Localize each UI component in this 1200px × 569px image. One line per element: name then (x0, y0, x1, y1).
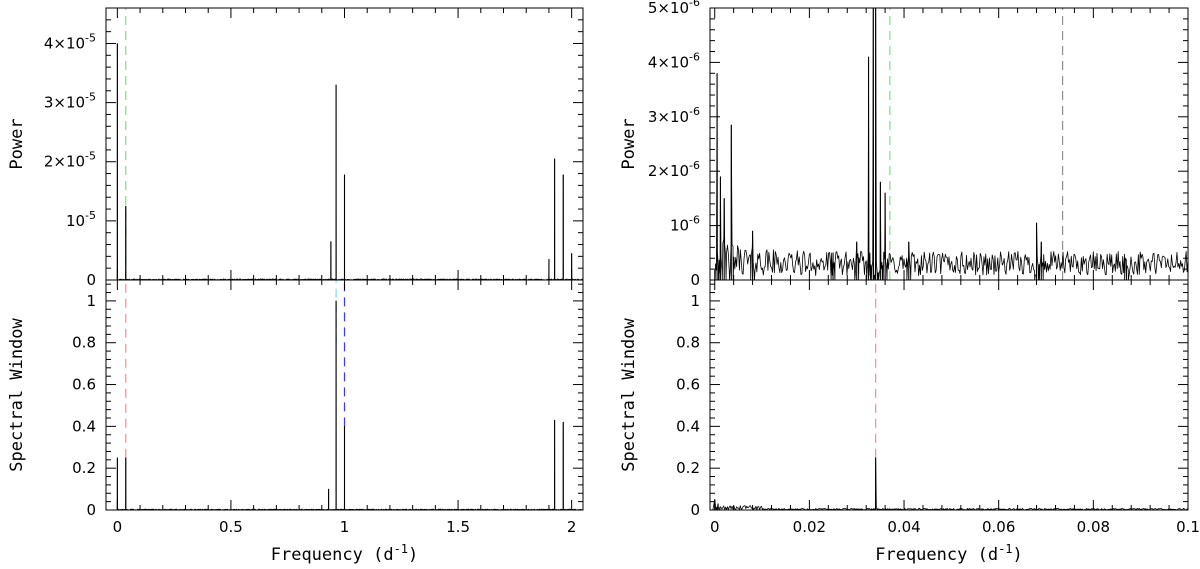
left-top-ytick-label-0: 0 (86, 271, 96, 289)
right-top-frame (709, 7, 1189, 281)
left-bottom-ytick-label: 0.8 (72, 334, 96, 352)
right-bottom-ytick-label: 0 (690, 501, 700, 519)
right-xtick-label: 0 (710, 518, 720, 536)
left-top-spectrum (116, 43, 584, 281)
left-bottom-ytick-label: 0.6 (72, 376, 96, 394)
right-bottom-ytick-label: 1 (690, 292, 700, 310)
right-top-ytick-label-0: 0 (690, 271, 700, 289)
right-top-spectrum (714, 7, 1189, 281)
left-bottom-ytick-label: 0 (86, 501, 96, 519)
right-xlabel: Frequency (d-1) (875, 542, 1023, 565)
left-top-ytick-label: 2×10-5 (44, 150, 96, 171)
right-top-panel: 0 10-6 2×10-6 3×10-6 4×10-6 5×10-6 Power (619, 0, 1189, 289)
right-xtick-label: 0.04 (887, 518, 920, 536)
right-xtick-label: 0.08 (1077, 518, 1110, 536)
left-bottom-panel: 0 0.2 0.4 0.6 0.8 1 Spectral Window (7, 279, 584, 519)
left-bottom-ytick-label: 1 (86, 292, 96, 310)
left-top-panel: 0 10-5 2×10-5 3×10-5 4×10-5 Power (7, 7, 584, 289)
left-xtick-label: 2 (567, 518, 577, 536)
right-xtick-label: 0.1 (1176, 518, 1200, 536)
left-xtick-label: 0.5 (219, 518, 243, 536)
right-top-ytick-label: 2×10-6 (648, 159, 700, 180)
right-bottom-spectrum (712, 457, 1188, 511)
left-xtick-label: 1 (340, 518, 350, 536)
left-bottom-ytick-label: 0.2 (72, 459, 96, 477)
right-xtick-label: 0.06 (982, 518, 1015, 536)
right-bottom-ytick-label: 0.2 (676, 459, 700, 477)
right-xtick-label: 0.02 (793, 518, 826, 536)
right-bottom-ylabel: Spectral Window (619, 317, 639, 471)
left-xtick-label: 0 (113, 518, 123, 536)
left-top-ylabel: Power (7, 118, 27, 169)
left-xtick-label: 1.5 (446, 518, 470, 536)
left-bottom-spectrum (116, 300, 584, 511)
right-bottom-ytick-label: 0.4 (676, 417, 700, 435)
left-top-ytick-label: 4×10-5 (44, 31, 96, 52)
left-top-ytick-label: 3×10-5 (44, 91, 96, 112)
chart-left: 0 10-5 2×10-5 3×10-5 4×10-5 Power 0 0.2 0.4 0.6 0.… (7, 7, 584, 565)
chart-right: 0 10-6 2×10-6 3×10-6 4×10-6 5×10-6 Power 0 0.2 0.… (619, 0, 1200, 565)
right-top-ylabel: Power (619, 118, 639, 169)
right-top-ytick-label: 4×10-6 (648, 50, 700, 71)
right-top-ytick-label: 5×10-6 (648, 0, 700, 17)
right-top-ytick-label: 3×10-6 (648, 105, 700, 126)
right-bottom-ytick-label: 0.6 (676, 376, 700, 394)
left-bottom-ytick-label: 0.4 (72, 417, 96, 435)
right-bottom-frame (709, 279, 1189, 511)
right-bottom-panel: 0 0.2 0.4 0.6 0.8 1 Spectral Window (619, 279, 1189, 519)
left-top-ytick-label: 10-5 (66, 209, 96, 230)
left-bottom-ylabel: Spectral Window (7, 317, 27, 471)
right-bottom-ytick-label: 0.8 (676, 334, 700, 352)
right-top-ytick-label: 10-6 (670, 214, 700, 235)
left-xlabel: Frequency (d-1) (271, 542, 419, 565)
